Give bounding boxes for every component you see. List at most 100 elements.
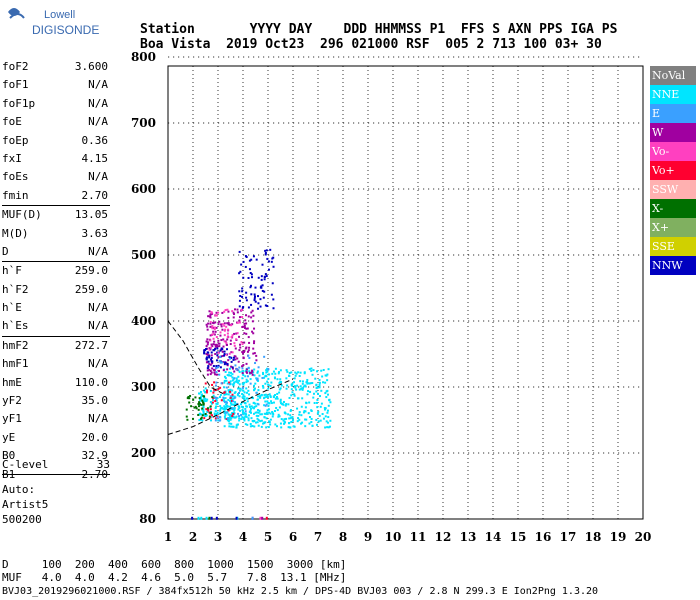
echo-point [257,295,260,298]
echo-point [266,396,269,399]
echo-point [231,411,234,414]
echo-point [223,310,226,313]
echo-point [233,416,236,419]
echo-point [202,411,205,414]
echo-point [279,378,282,381]
echo-point [240,403,243,406]
x-tick-label: 11 [410,530,427,544]
param-value: N/A [88,78,108,92]
echo-point [214,373,217,376]
echo-point [257,411,260,414]
echo-point [213,389,216,392]
echo-point [228,405,231,408]
echo-point [283,411,286,414]
param-row: foEp 0.36 [2,132,110,150]
echo-point [215,326,218,329]
echo-point [264,400,267,403]
echo-point [257,395,260,398]
echo-point [187,395,190,398]
trace-upper [167,320,224,395]
echo-point [210,343,213,346]
echo-point [244,326,247,329]
echo-point [233,377,236,380]
echo-point [305,401,308,404]
echo-point [264,421,267,424]
echo-point [252,342,255,345]
echo-point [229,396,232,399]
echo-point [245,387,248,390]
echo-point [219,407,222,410]
echo-point [245,405,248,408]
echo-point [234,401,237,404]
x-tick-label: 20 [635,530,652,544]
param-row: hmE 110.0 [2,374,110,392]
echo-point [250,371,253,374]
header: Station YYYY DAY DDD HHMMSS P1 FFS S AXN… [140,22,617,52]
echo-point [326,379,329,382]
echo-point [285,417,288,420]
param-row: fxI 4.15 [2,150,110,168]
echo-point [237,387,240,390]
echo-point [227,359,230,362]
echo-point [263,404,266,407]
echo-point [229,400,232,403]
echo-point [267,387,270,390]
y-tick-label: 700 [131,116,156,130]
echo-point [259,298,262,301]
echo-point [217,339,220,342]
echo-point [276,378,279,381]
echo-point [227,420,230,423]
echo-point [207,341,210,344]
echo-point [290,394,293,397]
echo-point [232,412,235,415]
echo-point [227,374,230,377]
echo-point [231,403,234,406]
digisonde-logo: Lowell DIGISONDE [8,8,99,37]
echo-point [253,295,256,298]
param-name: foF1 [2,78,29,92]
echo-point [292,425,295,428]
echo-point [215,416,218,419]
echo-point [223,408,226,411]
echo-point [300,414,303,417]
echo-point [230,425,233,428]
echo-point [223,425,226,428]
echo-point [322,368,325,371]
echo-point [209,405,212,408]
echo-point [202,408,205,411]
echo-point [212,394,215,397]
x-tick-label: 12 [435,530,452,544]
echo-point [308,401,311,404]
echo-point [299,380,302,383]
echo-point [246,423,249,426]
echo-point [265,411,268,414]
echo-point [263,355,266,358]
echo-point [272,307,275,310]
echo-point [198,402,201,405]
echo-point [273,394,276,397]
echo-point [210,357,213,360]
echo-point [213,328,216,331]
echo-point [236,423,239,426]
echo-point [203,395,206,398]
echo-point [270,381,273,384]
echo-point [220,399,223,402]
echo-point [233,332,236,335]
echo-point [242,370,245,373]
param-name: foEp [2,133,29,147]
echo-point [261,384,264,387]
param-value: 4.15 [81,151,109,165]
echo-point [243,395,246,398]
echo-point [203,417,206,420]
echo-point [222,345,225,348]
echo-point [280,426,283,429]
echo-point [254,402,257,405]
echo-point [240,417,243,420]
echo-point [272,256,275,259]
y-tick-label: 400 [131,314,156,328]
echo-point [249,407,252,410]
echo-point [312,369,315,372]
echo-point [216,354,219,357]
echo-point [223,354,226,357]
